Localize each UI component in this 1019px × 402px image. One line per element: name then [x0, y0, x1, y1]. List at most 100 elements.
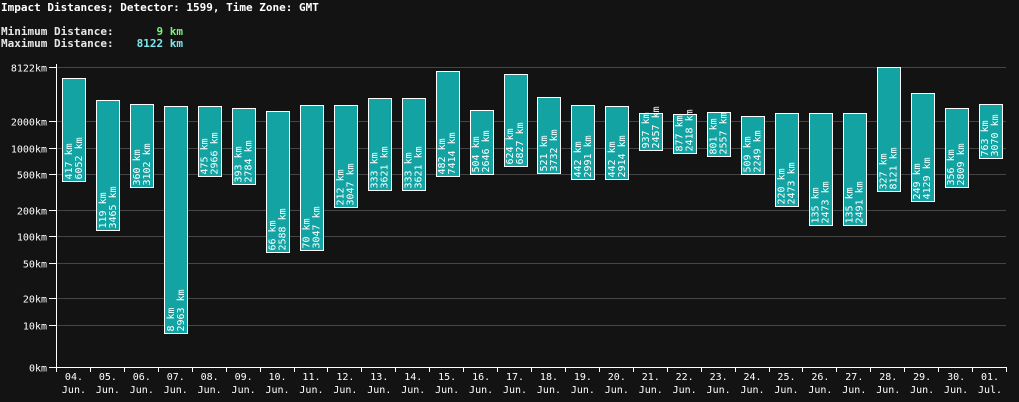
bar-max-label: 2588 km	[278, 208, 289, 250]
bar	[673, 114, 697, 154]
x-tick-month: Jun.	[198, 385, 222, 396]
x-tick-month: Jun.	[605, 385, 629, 396]
bar-max-label: 3070 km	[990, 114, 1001, 156]
x-tick-month: Jun.	[740, 385, 764, 396]
bar	[62, 78, 86, 182]
bar-max-label: 2963 km	[176, 289, 187, 331]
bar	[96, 100, 120, 231]
x-tick-month: Jun.	[910, 385, 934, 396]
bar	[741, 116, 765, 175]
x-tick-month: Jun.	[774, 385, 798, 396]
x-tick-day: 20.	[608, 372, 626, 383]
bar-max-label: 2249 km	[753, 130, 764, 172]
minimum-distance-row: Minimum Distance: 9 km	[1, 25, 183, 38]
bar-max-label: 3621 km	[413, 146, 424, 188]
bar-min-label: 360 km	[132, 149, 143, 185]
x-tick-day: 25.	[777, 372, 795, 383]
bar	[877, 67, 901, 192]
bars: 417 km 6052 km 119 km 3465 km 360 km 3102 km 8…	[62, 67, 1003, 334]
x-tick-day: 04.	[65, 372, 83, 383]
y-tick-label: 500km	[17, 171, 47, 182]
bar-min-label: 249 km	[912, 163, 923, 199]
y-tick-label: 2000km	[11, 118, 47, 129]
x-tick-month: Jun.	[333, 385, 357, 396]
bar	[843, 113, 867, 226]
bar-max-label: 2966 km	[210, 132, 221, 174]
y-tick-label: 1000km	[11, 145, 47, 156]
x-tick-month: Jun.	[808, 385, 832, 396]
x-tick-month: Jun.	[503, 385, 527, 396]
bar-min-label: 135 km	[810, 187, 821, 223]
bar	[911, 93, 935, 202]
x-tick-day: 19.	[574, 372, 592, 383]
bar-max-label: 2784 km	[244, 140, 255, 182]
x-tick-month: Jun.	[62, 385, 86, 396]
bar	[130, 104, 154, 188]
x-tick-day: 17.	[506, 372, 524, 383]
x-tick-day: 13.	[370, 372, 388, 383]
bar-min-label: 220 km	[776, 168, 787, 204]
bar-min-label: 504 km	[471, 136, 482, 172]
chart-title: Impact Distances; Detector: 1599, Time Z…	[1, 1, 319, 14]
x-tick-day: 24.	[744, 372, 762, 383]
bar-max-label: 2646 km	[481, 130, 492, 172]
bar-max-label: 3621 km	[379, 146, 390, 188]
x-tick-day: 26.	[811, 372, 829, 383]
bar	[164, 106, 188, 334]
bar-max-label: 6827 km	[515, 122, 526, 164]
bar-max-label: 2914 km	[617, 135, 628, 177]
y-tick-label: 20km	[23, 295, 47, 306]
bar-max-label: 3047 km	[311, 206, 322, 248]
bar-min-label: 801 km	[709, 118, 720, 154]
x-tick-month: Jun.	[673, 385, 697, 396]
bar-max-label: 3047 km	[345, 163, 356, 205]
bar-min-label: 327 km	[878, 153, 889, 189]
x-tick-month: Jun.	[876, 385, 900, 396]
x-tick-month: Jun.	[639, 385, 663, 396]
x-tick-day: 15.	[438, 372, 456, 383]
y-tick-label: 0km	[29, 364, 47, 375]
bar-max-label: 2473 km	[786, 162, 797, 204]
bar-min-label: 937 km	[641, 112, 652, 148]
bar-min-label: 333 km	[403, 152, 414, 188]
bar-max-label: 2809 km	[956, 143, 967, 185]
bar	[571, 105, 595, 180]
x-tick-day: 06.	[133, 372, 151, 383]
x-tick-day: 16.	[472, 372, 490, 383]
x-tick-month: Jul.	[978, 385, 1002, 396]
bar-min-label: 212 km	[335, 169, 346, 205]
maximum-distance-value: 8122 km	[136, 37, 183, 50]
bar-min-label: 70 km	[301, 218, 312, 248]
x-tick-day: 21.	[642, 372, 660, 383]
x-tick-day: 01.	[981, 372, 999, 383]
x-tick-day: 14.	[404, 372, 422, 383]
bar	[334, 105, 358, 208]
bar-max-label: 2473 km	[820, 181, 831, 223]
bar-max-label: 8121 km	[888, 147, 899, 189]
bar	[300, 105, 324, 251]
bar	[402, 98, 426, 191]
bar-min-label: 356 km	[946, 149, 957, 185]
bar	[537, 97, 561, 174]
bar	[470, 110, 494, 175]
y-tick-label: 10km	[23, 322, 47, 333]
x-tick-month: Jun.	[707, 385, 731, 396]
x-tick-day: 27.	[845, 372, 863, 383]
y-tick-label: 200km	[17, 207, 47, 218]
y-tick-label: 8122km	[11, 64, 47, 75]
x-tick-month: Jun.	[842, 385, 866, 396]
minimum-distance-label: Minimum Distance:	[1, 25, 114, 38]
y-tick-label: 100km	[17, 233, 47, 244]
maximum-distance-row: Maximum Distance: 8122 km	[1, 37, 183, 50]
bar	[979, 104, 1003, 159]
x-tick-month: Jun.	[130, 385, 154, 396]
x-tick-day: 08.	[201, 372, 219, 383]
bar-max-label: 2991 km	[583, 135, 594, 177]
x-tick-month: Jun.	[299, 385, 323, 396]
x-tick-month: Jun.	[944, 385, 968, 396]
x-tick-month: Jun.	[367, 385, 391, 396]
x-tick-month: Jun.	[537, 385, 561, 396]
bar-max-label: 3732 km	[549, 129, 560, 171]
x-tick-day: 12.	[336, 372, 354, 383]
x-axis: 04. Jun. 05. Jun. 06. Jun. 07. Jun. 08. Jun. 09. Ju…	[56, 367, 1007, 396]
